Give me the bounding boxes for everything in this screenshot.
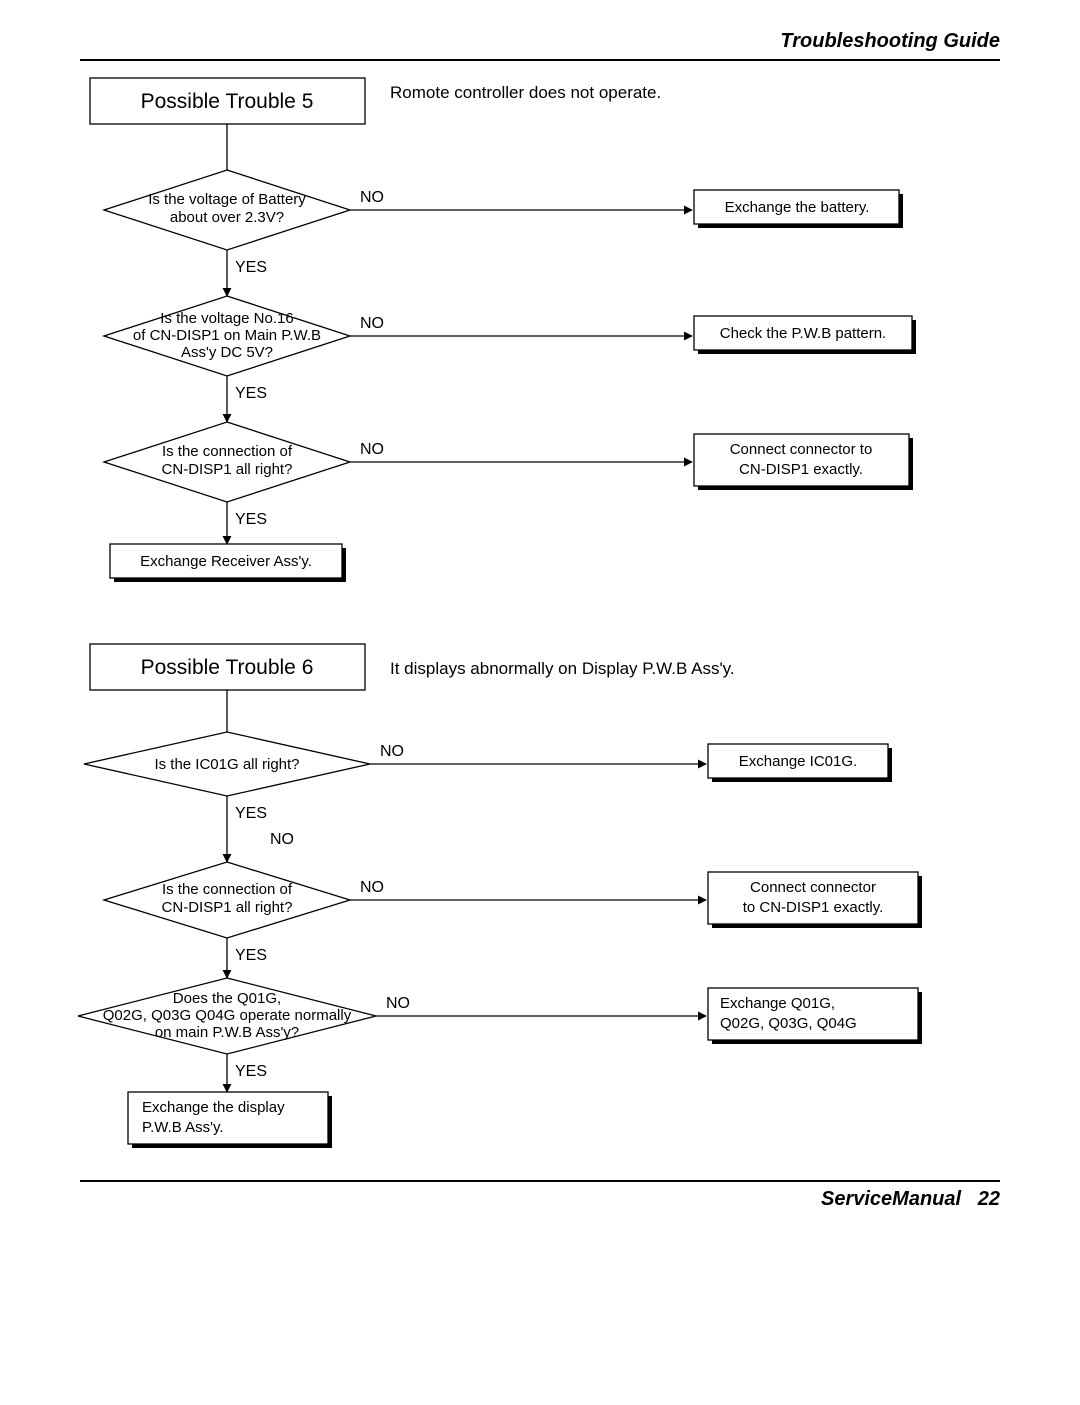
yes-label-1-3: YES [235,511,267,528]
decision-2-1-line1: Is the IC01G all right? [154,756,299,773]
action-1-2-text: Check the P.W.B pattern. [720,325,886,342]
trouble-5-label: Possible Trouble 5 [141,90,314,113]
action-1-1-text: Exchange the battery. [725,199,870,216]
flowchart-area: Possible Trouble 5 Romote controller doe… [80,72,1000,1152]
yes-label-2-3: YES [235,1063,267,1080]
final-2-text2: P.W.B Ass'y. [142,1119,224,1136]
no-label-2-2: NO [360,879,384,896]
action-1-3-text2: CN-DISP1 exactly. [739,461,863,478]
no-label-2-3: NO [386,995,410,1012]
yes-label-2-2: YES [235,947,267,964]
action-1-3-text1: Connect connector to [730,441,873,458]
final-1-text: Exchange Receiver Ass'y. [140,553,312,570]
decision-2-3-line2: Q02G, Q03G Q04G operate normally [103,1007,352,1024]
no-label-1-3: NO [360,441,384,458]
trouble-5-description: Romote controller does not operate. [390,83,661,102]
page-footer: ServiceManual 22 [80,1180,1000,1211]
yes-label-1-2: YES [235,385,267,402]
decision-2-2-line2: CN-DISP1 all right? [162,899,293,916]
decision-2-2-line1: Is the connection of [162,881,293,898]
stray-no-label: NO [270,831,294,848]
decision-1-3-line2: CN-DISP1 all right? [162,461,293,478]
no-label-1-1: NO [360,189,384,206]
action-2-2-text2: to CN-DISP1 exactly. [743,899,884,916]
yes-label-1-1: YES [235,259,267,276]
no-label-2-1: NO [380,743,404,760]
action-2-2-text1: Connect connector [750,879,876,896]
decision-1-2-line3: Ass'y DC 5V? [181,344,273,361]
action-2-1-text: Exchange IC01G. [739,753,857,770]
decision-1-2-line2: of CN-DISP1 on Main P.W.B [133,327,321,344]
decision-2-3-line1: Does the Q01G, [173,990,281,1007]
decision-2-3-line3: on main P.W.B Ass'y? [155,1024,299,1041]
footer-label: ServiceManual [821,1188,961,1210]
action-2-3-text1: Exchange Q01G, [720,995,835,1012]
action-2-3-text2: Q02G, Q03G, Q04G [720,1015,857,1032]
page-header: Troubleshooting Guide [80,30,1000,61]
final-2-text1: Exchange the display [142,1099,285,1116]
decision-1-3-line1: Is the connection of [162,443,293,460]
footer-page: 22 [978,1188,1000,1210]
yes-label-2-1: YES [235,805,267,822]
decision-1-2-line1: Is the voltage No.16 [160,310,293,327]
decision-1-1-line2: about over 2.3V? [170,209,284,226]
no-label-1-2: NO [360,315,384,332]
trouble-6-description: It displays abnormally on Display P.W.B … [390,659,735,678]
trouble-6-label: Possible Trouble 6 [141,656,314,679]
decision-1-1-line1: Is the voltage of Battery [148,191,306,208]
